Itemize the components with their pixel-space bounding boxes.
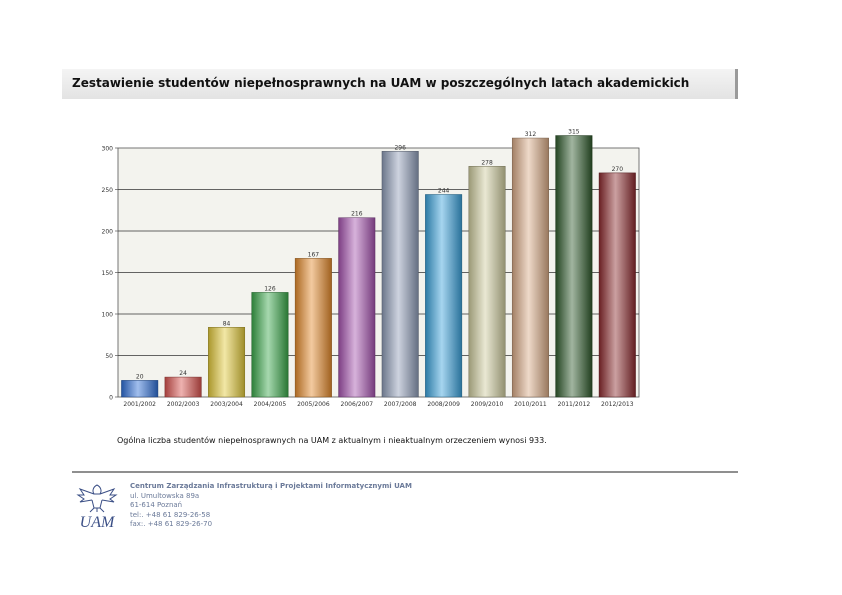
footer-org: Centrum Zarządzania Infrastrukturą i Pro… [130,482,412,490]
bar-value-label: 278 [481,159,493,166]
y-tick-label: 200 [102,229,114,236]
x-tick-label: 2002/2003 [167,401,200,408]
y-tick-label: 150 [102,270,114,277]
footer-city: 61-614 Poznań [130,501,183,509]
bar-value-label: 126 [264,285,276,292]
bar-2005/2006 [294,258,332,398]
bar-value-label: 296 [394,144,406,151]
bar-2008/2009 [425,194,463,398]
x-tick-label: 2012/2013 [601,401,634,408]
y-tick-label: 0 [109,395,113,402]
bar-value-label: 84 [223,320,231,327]
bar-2001/2002 [121,380,159,398]
bar-value-label: 216 [351,211,363,218]
bar-2009/2010 [468,166,506,398]
summary-text: Ogólna liczba studentów niepełnosprawnyc… [117,436,547,445]
footer-fax: fax:. +48 61 829-26-70 [130,520,213,528]
footer-tel: tel:. +48 61 829-26-58 [130,510,211,519]
bar-2006/2007 [338,217,376,398]
x-tick-label: 2004/2005 [254,401,287,408]
footer-street: ul. Umultowska 89a [130,491,200,500]
bar-2007/2008 [381,151,419,398]
x-tick-label: 2007/2008 [384,401,417,408]
bar-value-label: 315 [568,129,580,136]
bar-2011/2012 [555,135,593,398]
bar-value-label: 244 [438,187,450,194]
x-tick-label: 2001/2002 [123,401,156,408]
uam-logo: UAM [74,481,120,531]
bar-value-label: 20 [136,373,144,380]
x-tick-label: 2003/2004 [210,401,243,408]
bar-value-label: 24 [179,370,187,377]
bar-value-label: 167 [308,251,320,258]
logo-text: UAM [80,514,116,531]
y-tick-label: 50 [105,353,113,360]
footer-divider [72,471,738,473]
y-tick-label: 300 [102,146,114,153]
x-tick-label: 2008/2009 [427,401,460,408]
footer-address: Centrum Zarządzania Infrastrukturą i Pro… [130,482,412,530]
x-tick-label: 2006/2007 [341,401,374,408]
page-title: Zestawienie studentów niepełnosprawnych … [72,76,690,90]
bar-value-label: 270 [612,166,624,173]
bar-2010/2011 [511,137,549,398]
bar-2012/2013 [598,172,636,398]
x-tick-label: 2009/2010 [471,401,504,408]
bar-2004/2005 [251,292,289,398]
bar-2003/2004 [208,327,246,398]
bar-2002/2003 [164,376,202,398]
x-tick-label: 2011/2012 [558,401,591,408]
y-tick-label: 100 [102,312,114,319]
title-bar: Zestawienie studentów niepełnosprawnych … [62,69,738,99]
x-tick-label: 2005/2006 [297,401,330,408]
y-tick-label: 250 [102,187,114,194]
bar-value-label: 312 [525,131,537,138]
x-tick-label: 2010/2011 [514,401,547,408]
